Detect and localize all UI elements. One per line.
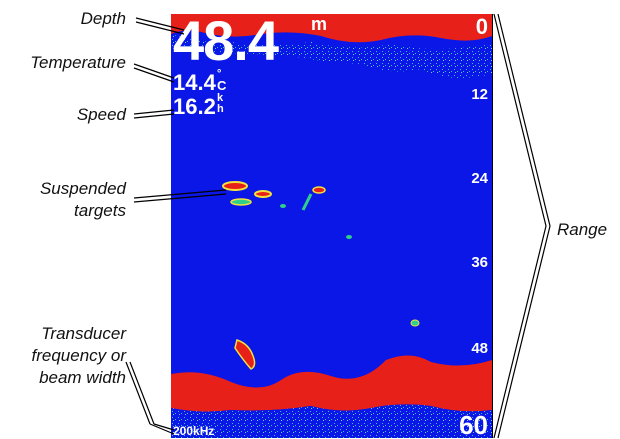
range-tick-60: 60 <box>459 410 488 438</box>
target-blob <box>410 319 420 327</box>
depth-value: 48.4 <box>173 14 279 72</box>
target-blob <box>234 339 256 370</box>
suspended-targets-line2: targets <box>74 201 126 220</box>
temperature-unit-letter: C <box>217 78 227 93</box>
surface-scatter <box>171 34 492 78</box>
sonar-display: 48.4 m 14.4 ° C 16.2 k h 0 12 24 36 48 6… <box>171 14 493 438</box>
bottom-return <box>171 355 492 412</box>
target-trail <box>301 193 313 211</box>
temperature-leader <box>133 63 175 83</box>
speed-callout: Speed <box>76 105 126 124</box>
suspended-targets-callout: Suspended targets <box>10 178 126 222</box>
temperature-value: 14.4 <box>173 70 216 95</box>
transducer-leader <box>125 361 175 435</box>
suspended-targets-line1: Suspended <box>39 179 126 198</box>
range-bracket <box>493 13 551 439</box>
range-tick-24: 24 <box>471 170 488 187</box>
transducer-line2: frequency or <box>31 346 127 365</box>
target-blob <box>346 235 352 239</box>
range-tick-0: 0 <box>475 14 488 39</box>
sonar-returns <box>171 14 492 438</box>
surface-clutter <box>171 14 492 43</box>
target-blob <box>230 198 252 206</box>
speed-unit-bottom: h <box>217 103 224 115</box>
depth-callout: Depth <box>80 9 126 28</box>
depth-unit: m <box>311 14 328 34</box>
target-blob <box>312 186 326 194</box>
temperature-callout: Temperature <box>30 53 126 72</box>
speed-unit-top: k <box>217 92 224 104</box>
transducer-line1: Transducer <box>41 324 126 343</box>
frequency-readout: 200kHz <box>173 424 215 438</box>
transducer-callout: Transducer frequency or beam width <box>4 323 127 389</box>
target-blob <box>280 204 286 208</box>
target-blob <box>222 181 248 191</box>
range-callout: Range <box>557 220 608 239</box>
range-tick-36: 36 <box>471 254 488 271</box>
speed-leader <box>133 109 175 119</box>
range-tick-48: 48 <box>471 340 488 357</box>
bottom-clutter <box>171 404 492 438</box>
target-blob <box>254 190 272 198</box>
temperature-unit-degree: ° <box>217 68 222 80</box>
transducer-line3: beam width <box>39 368 126 387</box>
speed-value: 16.2 <box>173 94 216 119</box>
range-tick-12: 12 <box>471 86 488 103</box>
